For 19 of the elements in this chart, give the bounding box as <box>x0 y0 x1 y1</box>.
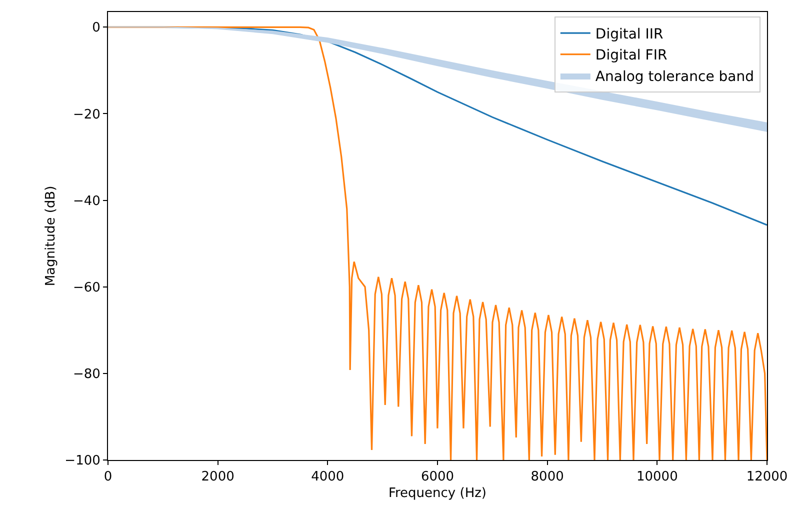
x-tick-label: 0 <box>104 470 112 485</box>
y-axis-title: Magnitude (dB) <box>44 186 59 286</box>
y-tick-label: −100 <box>64 454 100 469</box>
legend-label: Digital IIR <box>595 26 664 43</box>
x-tick-label: 4000 <box>311 470 344 485</box>
y-tick-label: −20 <box>72 107 100 122</box>
line-series <box>108 26 767 460</box>
legend-label: Digital FIR <box>595 48 668 64</box>
x-tick-label: 8000 <box>530 470 564 485</box>
legend-label: Analog tolerance band <box>595 68 754 85</box>
y-tick-label: −80 <box>72 366 100 382</box>
y-tick-label: −60 <box>72 280 100 296</box>
y-tick-label: 0 <box>92 20 100 36</box>
x-tick-label: 10000 <box>636 470 678 485</box>
x-tick-label: 12000 <box>746 470 788 485</box>
x-axis-title: Frequency (Hz) <box>388 486 487 502</box>
x-tick-label: 2000 <box>201 470 234 485</box>
y-tick-label: −40 <box>72 194 100 209</box>
x-tick-label: 6000 <box>420 470 454 485</box>
